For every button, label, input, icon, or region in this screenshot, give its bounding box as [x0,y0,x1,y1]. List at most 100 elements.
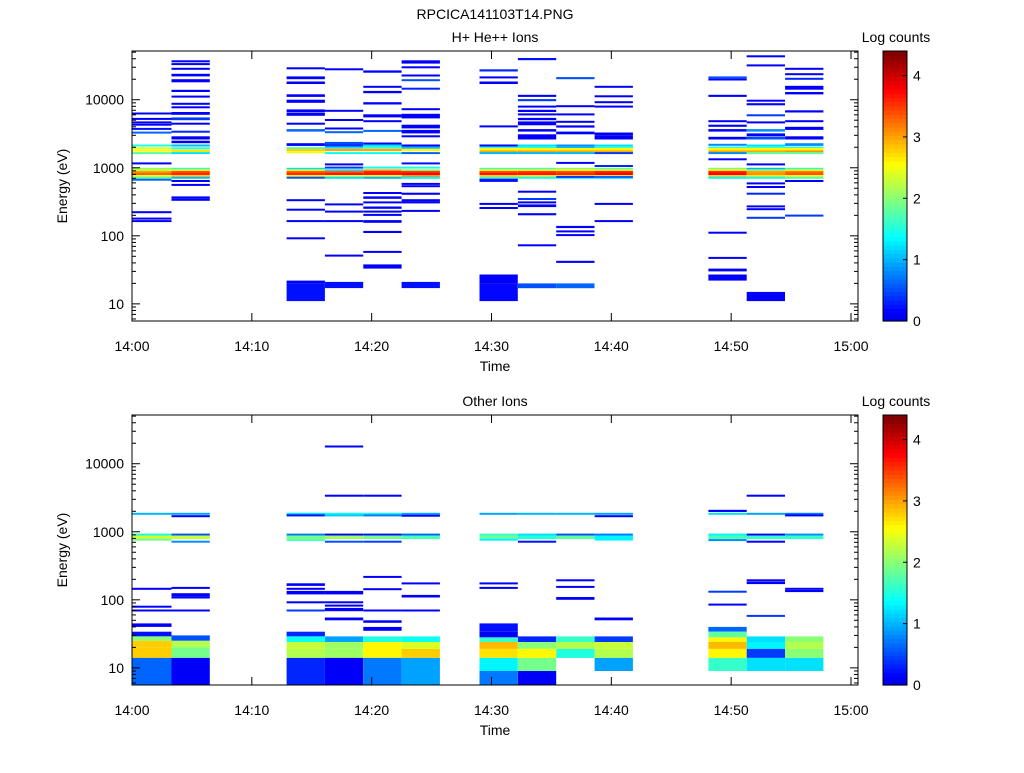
heatmap-cell [594,135,633,140]
colorbar-step [883,490,907,496]
heatmap-cell [171,167,210,170]
heatmap-cell [401,176,440,179]
heatmap-cell [556,512,595,515]
heatmap-cell [286,590,325,595]
heatmap-cell [324,220,364,223]
heatmap-cell [556,150,595,153]
y-tick-label: 10 [108,660,124,676]
heatmap-cell [324,535,364,540]
heatmap-cell [785,85,824,90]
heatmap-cell [479,175,518,178]
x-tick-label: 14:30 [474,338,509,354]
x-tick-label: 14:00 [114,338,149,354]
x-tick-label: 14:10 [234,702,269,718]
heatmap-cell [132,167,172,170]
heatmap-cell [746,176,785,179]
heatmap-cell [171,117,210,121]
y-tick-label: 10 [108,296,124,312]
colorbar-step [883,474,907,479]
heatmap-cell [324,175,364,178]
x-tick-label: 14:50 [714,338,749,354]
heatmap-cell [171,169,210,172]
heatmap-cell [363,540,402,543]
heatmap-cell [171,152,210,155]
heatmap-cell [594,101,633,104]
heatmap-cell [479,150,518,153]
colorbar-step [883,495,907,500]
colorbar-step [883,507,907,513]
colorbar-step [883,240,907,246]
heatmap-cell [132,175,172,178]
heatmap-cell [708,172,747,176]
colorbar-step [883,304,907,309]
colorbar-tick-label: 1 [913,252,921,268]
heatmap-cell [708,637,747,642]
colorbar-step [883,80,907,86]
colorbar-step [883,676,907,682]
heatmap-cell [746,512,785,515]
heatmap-cell [324,109,364,112]
heatmap-cell [363,85,402,88]
heatmap-cell [479,178,518,182]
heatmap-cell [286,631,325,637]
heatmap-cell [171,130,210,133]
heatmap-cell [479,202,518,205]
heatmap-cell [286,76,325,80]
heatmap-cell [479,642,518,649]
heatmap-cell [363,142,402,145]
heatmap-cell [708,78,747,81]
colorbar-step [883,173,907,179]
heatmap-cell [746,129,785,132]
heatmap-cell [785,175,824,178]
heatmap-cell [363,192,402,194]
heatmap-cell [401,166,440,169]
heatmap-cell [324,648,364,658]
heatmap-cell [594,132,633,136]
heatmap-cell [556,125,595,128]
colorbar-label: Log counts [862,29,931,45]
heatmap-cell [401,512,440,515]
heatmap-cell [746,146,785,149]
heatmap-cell [324,163,364,166]
heatmap-cell [594,535,633,541]
heatmap-cell [479,207,518,209]
heatmap-cell [479,146,518,149]
heatmap-cell [401,152,440,155]
heatmap-cell [556,230,595,233]
heatmap-cell [286,170,325,173]
heatmap-cell [556,642,595,649]
heatmap-cell [594,105,633,108]
heatmap-cell [324,176,364,179]
heatmap-cell [594,636,633,642]
heatmap-cell [171,136,210,140]
colorbar-step [883,486,907,492]
colorbar-step [883,499,907,505]
heatmap-cell [401,66,440,69]
colorbar-step [883,617,907,623]
heatmap-cell [594,617,633,621]
heatmap-cell [785,169,824,172]
heatmap-cell [324,148,364,152]
heatmap-cell [171,183,210,186]
heatmap-cell [401,609,440,612]
heatmap-cell [746,175,785,178]
colorbar-step [883,122,907,128]
heatmap-cell [132,121,172,124]
heatmap-cell [556,113,595,116]
colorbar-step [883,613,907,619]
heatmap-cell [363,588,402,591]
heatmap-cell [785,148,824,151]
heatmap-cell [132,657,172,671]
heatmap-cell [746,192,785,195]
heatmap-cell [171,635,210,641]
colorbar-step [883,630,907,635]
heatmap-cell [479,586,518,589]
heatmap-cell [171,596,210,599]
heatmap-cell [171,515,210,518]
heatmap-cell [785,533,824,536]
heatmap-cell [324,172,364,176]
heatmap-cell [324,131,364,134]
y-tick-label: 1000 [93,160,124,176]
colorbar-step [883,181,907,187]
